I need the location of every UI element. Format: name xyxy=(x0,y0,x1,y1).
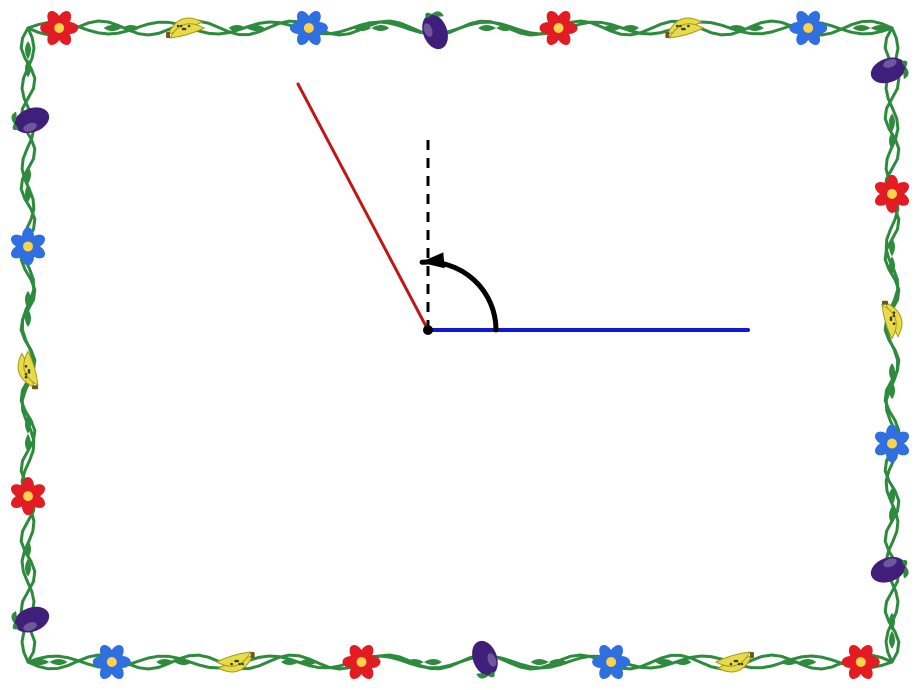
border-ornament-banana xyxy=(166,18,204,38)
border-ornament-leaf xyxy=(406,659,442,665)
border-ornament-leaf xyxy=(853,25,889,31)
angle-arc xyxy=(422,262,496,330)
border-ornament-eggplant xyxy=(867,552,909,587)
border-ornament-leaf xyxy=(603,25,639,31)
border-ornament-banana xyxy=(716,652,754,672)
border-ornament-leaf xyxy=(31,659,67,665)
border-ornament-eggplant xyxy=(11,602,53,637)
canvas-svg xyxy=(0,0,920,690)
border-ornament-flower-red xyxy=(842,643,880,682)
stage xyxy=(0,0,920,690)
border-ornament-flower-blue xyxy=(592,643,630,682)
border-ornament-leaf xyxy=(889,238,895,274)
border-ornament-eggplant xyxy=(867,53,909,88)
border-ornament-flower-blue xyxy=(873,425,912,463)
border-ornament-flower-blue xyxy=(290,9,328,48)
border-ornament-flower-blue xyxy=(9,227,48,265)
border-ornament-flower-blue xyxy=(789,9,827,48)
border-ornament-eggplant xyxy=(418,11,453,53)
border-ornament-flower-red xyxy=(540,9,578,48)
border-ornament-flower-blue xyxy=(93,643,131,682)
border-ornament-flower-red xyxy=(342,643,380,682)
border-ornament-flower-red xyxy=(40,9,78,48)
border-ornament-eggplant xyxy=(467,637,502,679)
decorative-border xyxy=(9,9,912,682)
border-ornament-flower-red xyxy=(873,175,912,213)
border-ornament-eggplant xyxy=(11,103,53,138)
terminal-ray xyxy=(298,84,428,330)
border-ornament-flower-red xyxy=(9,477,48,515)
border-ornament-leaf xyxy=(478,25,514,31)
vertex-dot xyxy=(423,325,433,335)
angle-diagram xyxy=(298,84,748,335)
border-ornament-leaf xyxy=(281,659,317,665)
border-ornament-leaf xyxy=(25,416,31,452)
